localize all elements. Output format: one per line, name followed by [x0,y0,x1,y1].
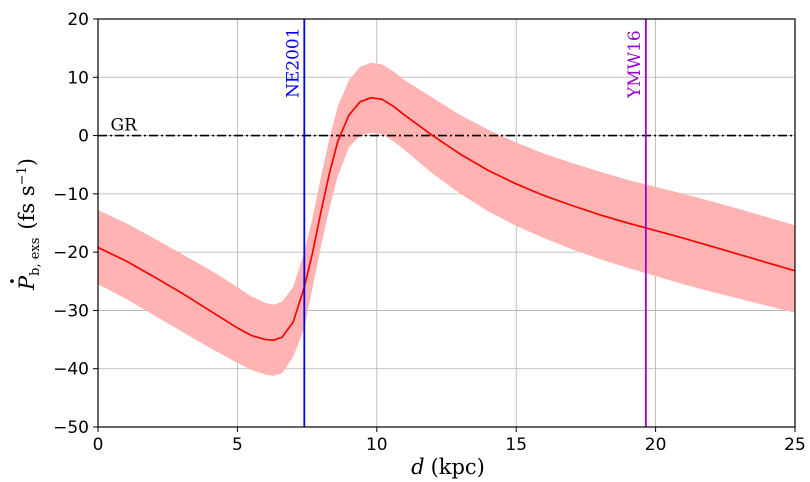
y-axis-label: Pb, exs (fs s−1) [15,158,43,291]
y-tick-label: 0 [78,127,89,147]
ticks: 0 5 10 15 20 25 −50 −40 −30 −20 −10 0 10 20 [53,10,806,455]
x-tick-label: 25 [784,435,806,455]
plot-frame [97,18,796,428]
y-axis-unit: (fs s [15,185,39,229]
x-axis-unit: (kpc) [431,455,485,479]
y-tick-label: −20 [53,243,89,263]
y-axis-dot-accent [10,279,14,283]
x-axis-variable: d [411,455,424,479]
x-tick-label: 10 [366,435,388,455]
y-tick-label: −50 [53,418,89,438]
y-tick-label: 10 [67,68,89,88]
y-tick-label: −40 [53,360,89,380]
gr-label: GR [111,116,139,136]
ne2001-label: NE2001 [283,27,303,98]
ymw16-label: YMW16 [625,30,645,99]
svg-text:Pb, exs(fs s−1): Pb, exs (fs s−1) [15,158,43,291]
uncertainty-band [98,62,795,376]
y-tick-label: −30 [53,301,89,321]
uncertainty-band-layer [98,62,795,376]
x-tick-label: 5 [232,435,243,455]
x-tick-label: 0 [93,435,104,455]
x-tick-label: 20 [645,435,667,455]
series-line [97,96,796,341]
y-axis-variable: P [15,275,39,291]
x-tick-label: 15 [505,435,527,455]
y-axis-unit-close: ) [15,158,39,166]
y-tick-label: −10 [53,185,89,205]
x-axis-label: d (kpc) [411,455,485,479]
y-axis-unit-exponent: −1 [15,166,30,185]
y-axis-subscript: b, exs [28,238,43,276]
series-line-layer [97,96,796,341]
y-tick-label: 20 [67,10,89,30]
vertical-marker-layer [303,19,647,427]
